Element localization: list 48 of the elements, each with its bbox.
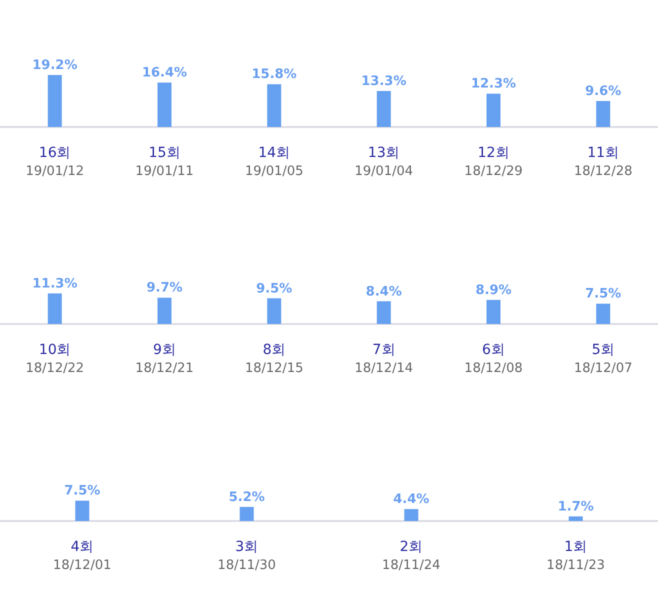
bar bbox=[48, 75, 62, 127]
x-tick-label: 3회 18/11/30 bbox=[218, 539, 276, 573]
data-label: 19.2% bbox=[32, 58, 78, 73]
data-label: 9.7% bbox=[146, 280, 183, 296]
bar bbox=[486, 300, 500, 324]
x-tick-label: 4회 18/12/01 bbox=[53, 539, 112, 573]
data-label: 15.8% bbox=[252, 67, 297, 82]
bar bbox=[486, 94, 500, 127]
x-tick-label: 9회 18/12/21 bbox=[135, 342, 194, 376]
bar bbox=[158, 298, 172, 324]
x-tick-label: 2회 18/11/24 bbox=[382, 539, 440, 573]
data-label: 13.3% bbox=[361, 74, 406, 89]
data-label: 8.4% bbox=[366, 284, 402, 300]
bar bbox=[75, 500, 90, 521]
x-tick-label: 7회 18/12/14 bbox=[354, 342, 414, 376]
data-label: 4.4% bbox=[393, 492, 430, 508]
bar bbox=[596, 304, 610, 324]
data-label: 5.2% bbox=[228, 490, 265, 505]
x-tick-label: 11회 18/12/28 bbox=[574, 145, 632, 179]
x-tick-label: 15회 19/01/11 bbox=[135, 145, 194, 179]
bar bbox=[267, 84, 282, 127]
bar bbox=[568, 516, 583, 521]
bar bbox=[376, 90, 391, 127]
bar bbox=[240, 506, 254, 521]
data-label: 9.6% bbox=[585, 84, 622, 99]
bar bbox=[596, 101, 610, 127]
bar bbox=[376, 301, 391, 324]
bar bbox=[48, 293, 62, 324]
data-label: 1.7% bbox=[558, 499, 594, 514]
x-tick-label: 12회 18/12/29 bbox=[464, 145, 523, 179]
data-label: 9.5% bbox=[256, 281, 292, 296]
bar bbox=[404, 509, 418, 521]
data-label: 12.3% bbox=[470, 76, 516, 92]
data-label: 11.3% bbox=[32, 276, 78, 292]
x-tick-label: 13회 19/01/04 bbox=[354, 145, 414, 179]
x-tick-label: 1회 18/11/23 bbox=[546, 539, 605, 573]
x-tick-label: 10회 18/12/22 bbox=[26, 342, 84, 376]
x-tick-label: 14회 19/01/05 bbox=[244, 145, 304, 179]
x-tick-label: 16회 19/01/12 bbox=[26, 145, 84, 179]
x-tick-label: 6회 18/12/08 bbox=[464, 342, 523, 376]
data-label: 7.5% bbox=[64, 484, 100, 499]
data-label: 16.4% bbox=[142, 66, 188, 81]
bar bbox=[158, 82, 172, 127]
data-label: 7.5% bbox=[585, 286, 622, 302]
bar bbox=[267, 298, 282, 324]
x-tick-label: 8회 18/12/15 bbox=[244, 342, 304, 376]
data-label: 8.9% bbox=[475, 282, 512, 298]
x-tick-label: 5회 18/12/07 bbox=[574, 342, 632, 376]
